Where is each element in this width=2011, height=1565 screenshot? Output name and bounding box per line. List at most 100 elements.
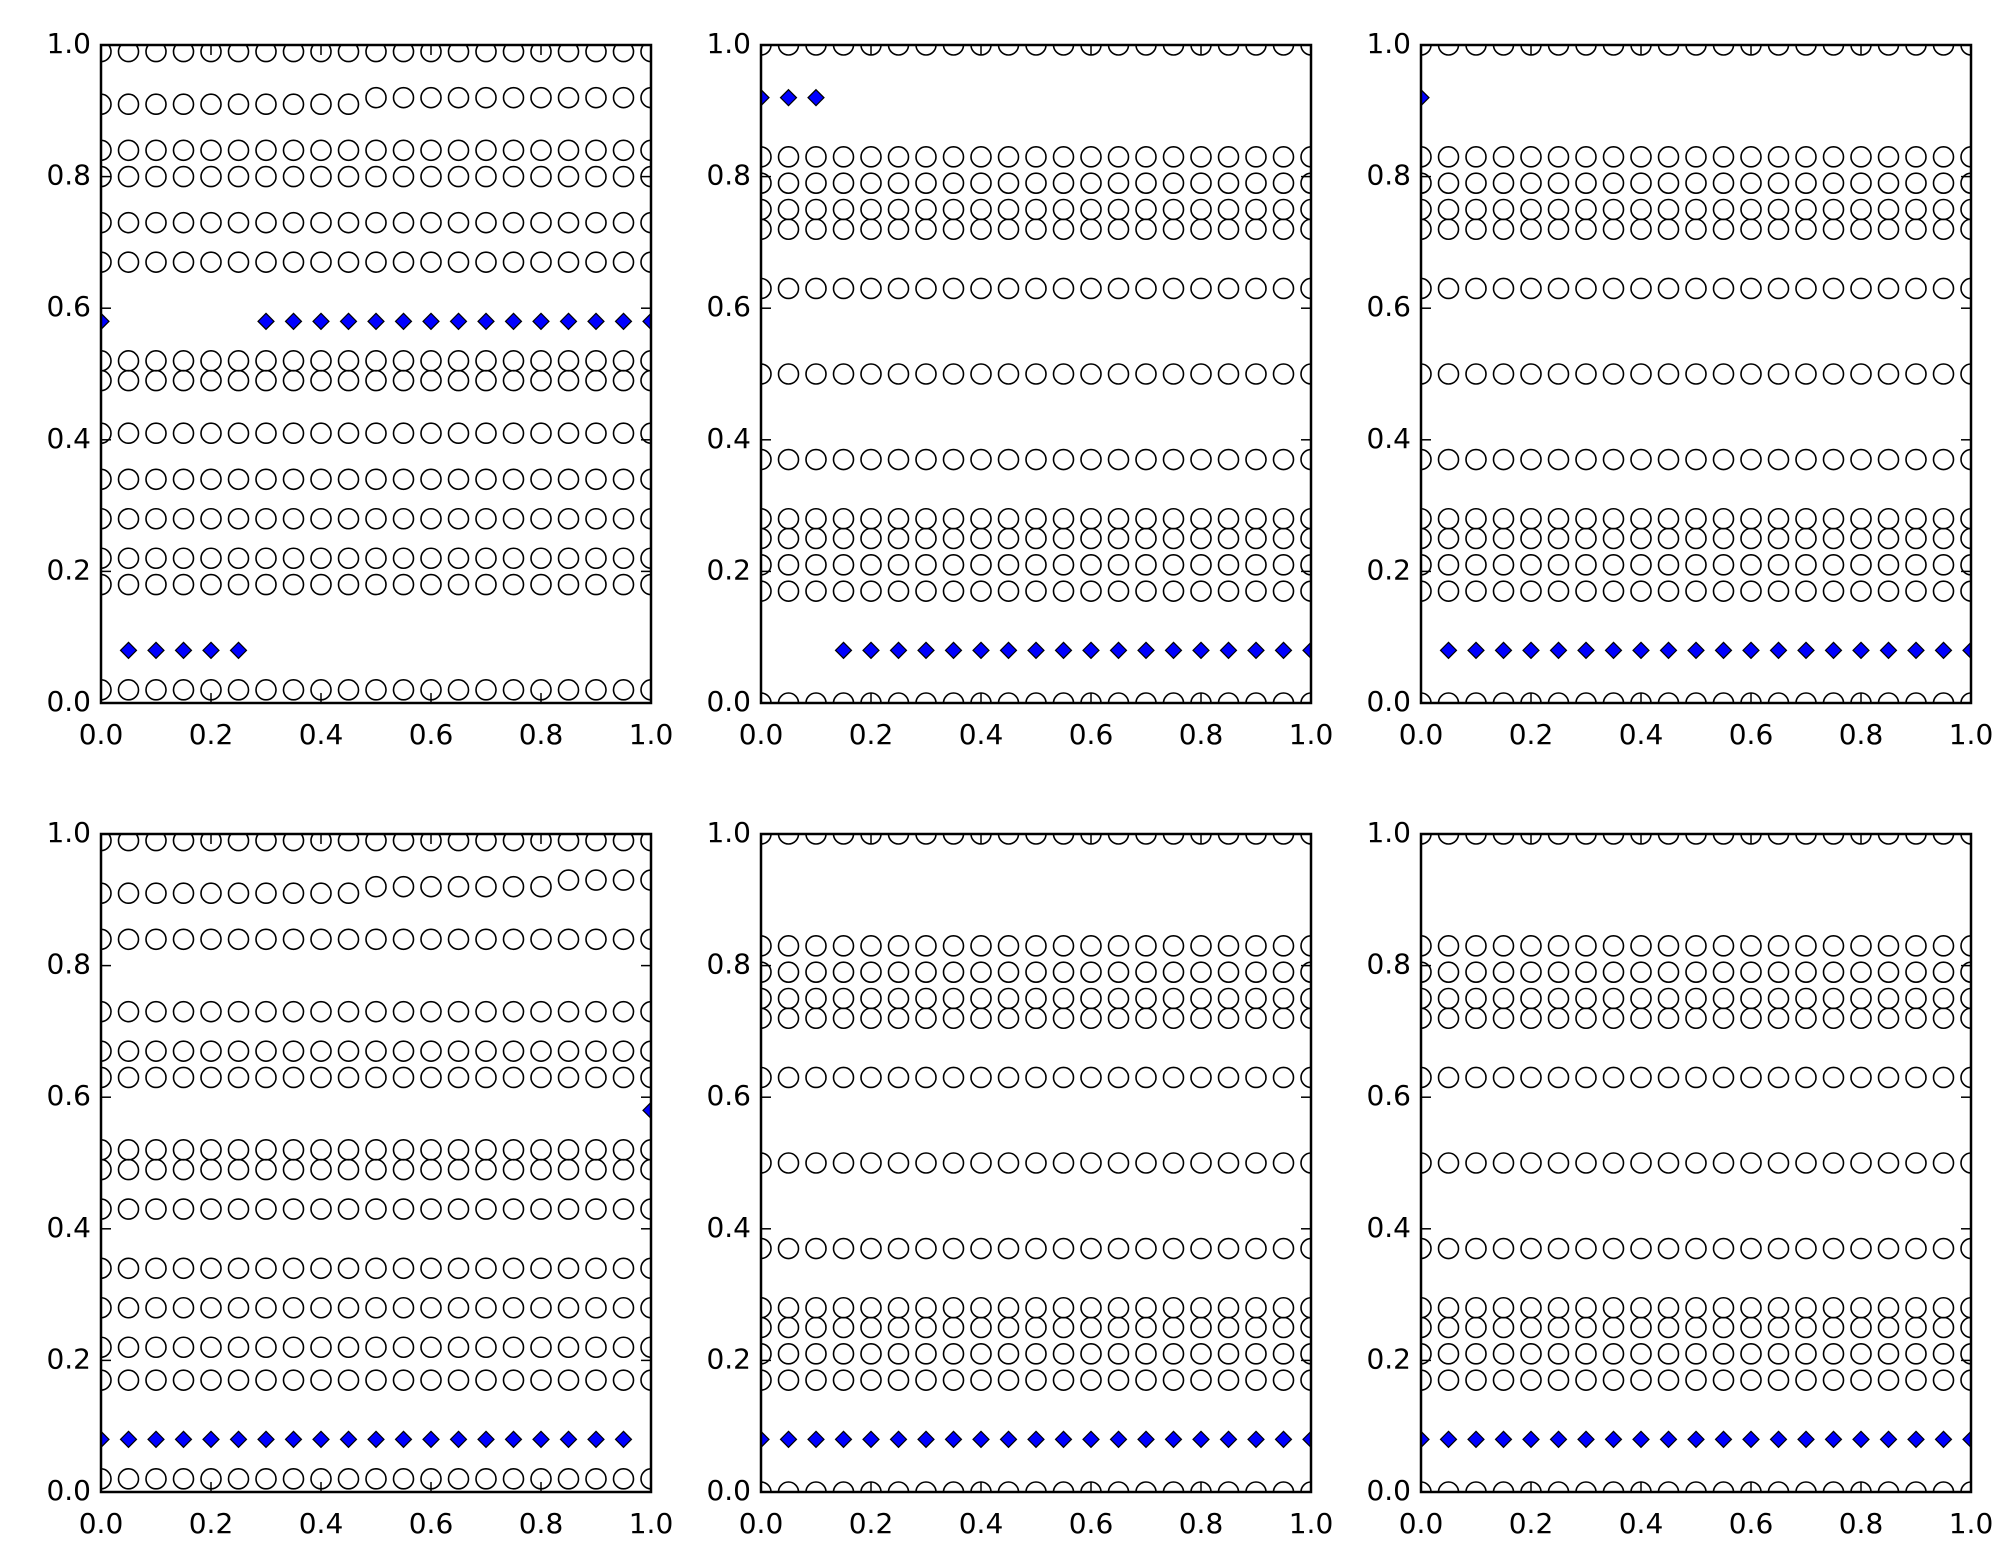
- circle-marker: [1795, 277, 1817, 300]
- plot-area: [101, 45, 651, 701]
- circle-marker: [475, 547, 497, 570]
- circle-marker: [530, 422, 552, 445]
- circle-marker: [255, 1468, 277, 1490]
- circle-marker: [1135, 218, 1157, 241]
- circle-marker: [1245, 218, 1267, 241]
- circle-marker: [970, 580, 992, 602]
- diamond-marker: [972, 1430, 990, 1449]
- circle-marker: [640, 139, 651, 162]
- circle-marker: [310, 1257, 332, 1280]
- circle-marker: [1795, 1343, 1817, 1365]
- circle-marker: [365, 86, 387, 109]
- circle-marker: [200, 165, 222, 188]
- circle-marker: [1767, 1481, 1790, 1492]
- x-tick-label: 0.6: [409, 718, 454, 751]
- plot-area: [1421, 45, 1971, 703]
- circle-marker: [1740, 448, 1762, 471]
- circle-marker: [1162, 1152, 1185, 1174]
- circle-marker: [1135, 172, 1157, 194]
- circle-marker: [255, 1040, 277, 1062]
- subplot: 0.0 0.2 0.4 0.6 0.8 1.00.00.20.40.60.81.0: [1366, 27, 1993, 751]
- diamond-marker: [504, 1430, 523, 1449]
- circle-marker: [420, 1369, 442, 1391]
- circle-marker: [1740, 1316, 1762, 1339]
- circle-marker: [101, 1139, 112, 1161]
- circle-marker: [1877, 1237, 1900, 1260]
- circle-marker: [1492, 961, 1515, 983]
- diamond-marker: [999, 641, 1018, 660]
- circle-marker: [101, 45, 112, 63]
- circle-marker: [1877, 961, 1900, 983]
- circle-marker: [420, 1296, 442, 1319]
- circle-marker: [1520, 277, 1542, 300]
- circle-marker: [117, 139, 140, 162]
- circle-marker: [1740, 935, 1762, 957]
- x-tick-label: 0.8: [1839, 1507, 1884, 1540]
- circle-marker: [310, 93, 332, 116]
- circle-marker: [1575, 45, 1597, 56]
- circle-marker: [200, 573, 222, 596]
- circle-marker: [832, 1237, 855, 1260]
- circle-marker: [585, 573, 607, 596]
- circle-marker: [1437, 363, 1460, 385]
- circle-marker: [475, 86, 497, 109]
- circle-marker: [1492, 1066, 1515, 1089]
- diamond-marker: [761, 1430, 770, 1449]
- circle-marker: [101, 139, 112, 162]
- circle-marker: [805, 363, 827, 385]
- circle-marker: [1795, 146, 1817, 168]
- diamond-marker: [1659, 1430, 1678, 1449]
- circle-marker: [1107, 1237, 1130, 1260]
- circle-marker: [475, 1468, 497, 1490]
- circle-marker: [365, 1158, 387, 1181]
- diamond-marker: [1742, 1430, 1760, 1449]
- circle-marker: [117, 679, 140, 701]
- diamond-marker: [312, 312, 330, 331]
- circle-marker: [1217, 172, 1240, 194]
- circle-marker: [887, 363, 910, 385]
- circle-marker: [310, 1336, 332, 1359]
- circle-marker: [310, 547, 332, 570]
- circle-marker: [1905, 1343, 1927, 1365]
- circle-marker: [447, 422, 470, 445]
- circle-marker: [227, 547, 250, 570]
- circle-marker: [1080, 1316, 1102, 1339]
- diamond-marker: [559, 312, 578, 331]
- circle-marker: [1822, 1316, 1845, 1339]
- circle-marker: [502, 139, 525, 162]
- circle-marker: [612, 1000, 635, 1023]
- circle-marker: [255, 45, 277, 63]
- circle-marker: [1905, 218, 1927, 241]
- circle-marker: [612, 547, 635, 570]
- subplot: 0.0 0.2 0.4 0.6 0.8 1.00.00.20.40.60.81.0: [46, 27, 673, 751]
- circle-marker: [282, 882, 305, 905]
- circle-marker: [1300, 1152, 1311, 1174]
- circle-marker: [1960, 448, 1971, 471]
- circle-marker: [1850, 961, 1872, 983]
- circle-marker: [777, 172, 800, 194]
- circle-marker: [145, 834, 167, 852]
- circle-marker: [1685, 961, 1707, 983]
- circle-marker: [117, 882, 140, 905]
- circle-marker: [640, 1000, 651, 1023]
- circle-marker: [1135, 146, 1157, 168]
- circle-marker: [1905, 448, 1927, 471]
- circle-marker: [761, 198, 772, 221]
- circle-marker: [832, 277, 855, 300]
- circle-marker: [997, 218, 1020, 241]
- circle-marker: [200, 251, 222, 273]
- circle-marker: [1905, 834, 1927, 845]
- circle-marker: [1795, 1237, 1817, 1260]
- circle-marker: [172, 573, 195, 596]
- y-tick-label: 1.0: [46, 816, 91, 849]
- circle-marker: [915, 1066, 937, 1089]
- circle-marker: [255, 834, 277, 852]
- circle-marker: [145, 45, 167, 63]
- circle-marker: [1547, 1369, 1570, 1391]
- diamond-marker: [367, 1430, 385, 1449]
- circle-marker: [1437, 554, 1460, 576]
- circle-marker: [997, 1237, 1020, 1260]
- circle-marker: [640, 86, 651, 109]
- circle-marker: [640, 1296, 651, 1319]
- circle-marker: [915, 448, 937, 471]
